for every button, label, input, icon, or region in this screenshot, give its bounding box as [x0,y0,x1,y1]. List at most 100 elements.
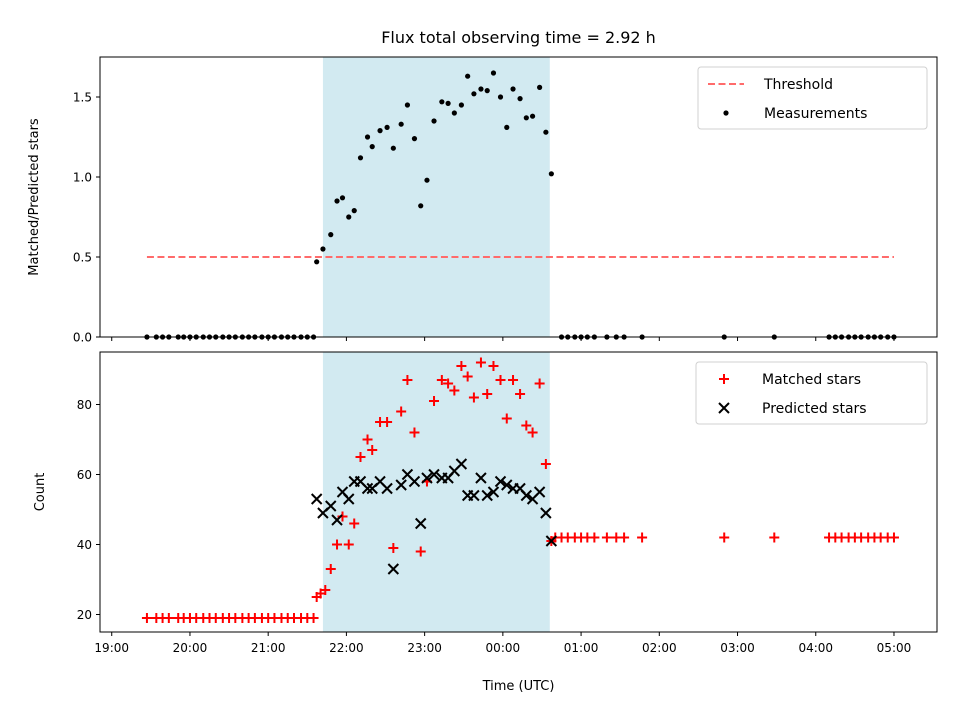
matched-star-point [508,375,519,385]
matched-star-point [388,543,399,553]
matched-star-point [349,518,360,529]
x-tick-label: 00:00 [486,641,521,655]
measurement-point [523,115,529,121]
measurement-point [384,124,390,130]
x-tick-label: 04:00 [798,641,833,655]
measurement-point [529,113,536,119]
matched-star-point [521,420,532,431]
legend-entry-label: Measurements [764,106,867,122]
measurement-point [334,198,340,204]
predicted-star-point [387,563,400,575]
measurement-point [431,118,437,124]
bottom-y-axis-label: Count [33,473,48,512]
legend-entry-label: Matched stars [762,372,861,388]
top-legend: Threshold Measurements [697,66,928,130]
measurement-point [411,136,418,142]
measurement-point [478,86,484,92]
measurement-point [510,86,516,92]
measurement-point [404,102,411,108]
measurement-point [517,96,523,102]
matched-star-point [601,532,612,543]
matched-star-point [456,361,467,371]
measurement-point [497,94,504,100]
bottom-series-predicted-stars [310,458,558,575]
matched-star-point [589,532,600,543]
matched-star-point [141,613,152,623]
x-tick-label: 01:00 [564,641,599,655]
x-tick-label: 22:00 [329,641,364,655]
matched-star-point [362,434,373,445]
predicted-star-point [533,486,546,498]
matched-star-point [429,396,440,406]
predicted-star-point [494,475,507,488]
matched-star-point [515,389,526,399]
legend-entry-label: Predicted stars [762,401,867,417]
measurement-point [471,91,477,97]
top-y-tick-label: 1.5 [73,91,92,105]
matched-star-point [436,375,447,385]
measurement-point [320,246,326,252]
matched-star-point [409,427,420,438]
predicted-star-point [428,468,440,481]
measurement-point [357,155,364,161]
matched-star-point [367,445,378,455]
measurement-point [504,124,510,130]
predicted-star-point [415,517,427,530]
x-axis-label: Time (UTC) [482,679,555,694]
measurement-point [439,99,445,105]
measurement-point [351,208,357,214]
predicted-star-point [331,514,343,526]
chart-title: Flux total observing time = 2.92 h [381,28,656,47]
matched-star-point [449,385,460,396]
matched-star-point [501,413,512,424]
x-tick-label: 03:00 [720,641,755,655]
measurement-point [398,121,404,127]
bottom-y-tick-label: 60 [77,468,92,482]
measurement-point [465,73,471,79]
bottom-panel: 20 40 60 80 19:00 20:00 21:00 22:00 23:00 00:00 01… [77,351,938,655]
top-legend-box [697,66,928,130]
predicted-star-point [520,489,533,502]
predicted-star-point [545,535,558,547]
measurement-point [346,214,352,220]
matched-star-point [719,532,730,543]
measurement-point [364,134,371,140]
matched-star-point [534,378,545,389]
measurement-point [314,259,320,265]
x-tick-label: 19:00 [94,641,129,655]
measurement-point [537,84,543,90]
matched-star-point [769,532,780,543]
bottom-y-tick-label: 40 [77,538,92,552]
measurement-point [369,144,375,150]
measurement-point [418,203,424,209]
top-panel: 0.0 0.5 1.0 1.5 Threshold Measurements [73,56,938,345]
bottom-series-matched-stars [141,357,899,623]
matched-star-point [325,564,336,574]
bottom-shaded-span [322,352,550,632]
predicted-star-point [455,458,468,470]
legend-predicted-swatch [718,402,730,414]
measurement-point [543,129,549,135]
predicted-star-point [310,493,323,505]
matched-star-point [343,539,354,550]
legend-entry-label: Threshold [763,77,833,93]
matched-star-point [415,546,426,557]
matched-star-point [308,613,319,623]
measurement-point [377,128,383,134]
predicted-star-point [540,507,552,519]
bottom-legend-box [695,361,928,425]
matched-star-point [495,375,506,385]
matched-star-point [462,371,473,382]
matched-star-point [382,417,393,427]
matched-star-point [402,375,413,385]
matched-star-point [320,585,331,595]
bottom-axes-frame [99,351,938,633]
predicted-star-point [468,489,480,502]
top-y-tick-label: 1.0 [73,171,92,185]
predicted-star-point [361,482,374,495]
matched-star-point [488,361,499,371]
measurement-point [339,195,346,201]
measurement-point [451,110,457,116]
x-tick-label: 20:00 [173,641,208,655]
predicted-star-point [408,475,421,488]
